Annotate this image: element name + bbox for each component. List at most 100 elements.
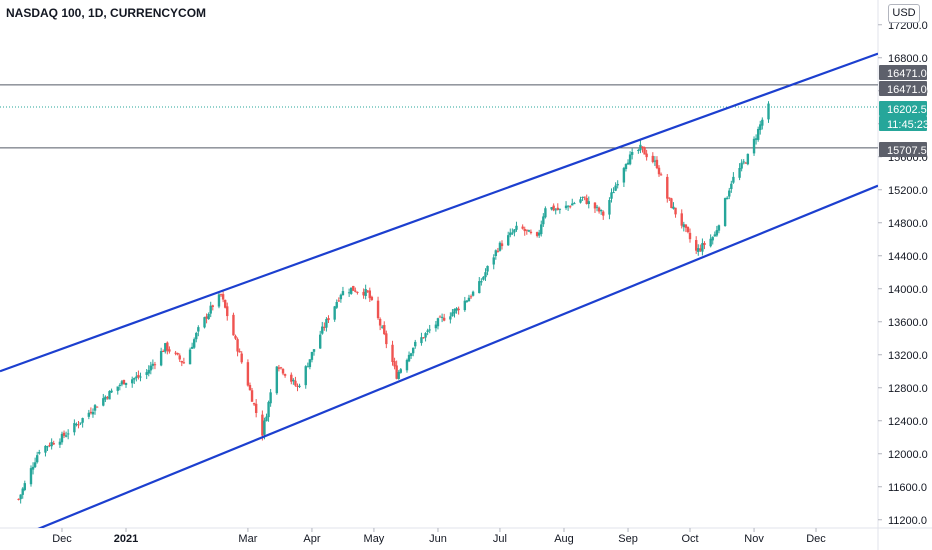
y-tick-label: 12400.0 <box>888 416 928 428</box>
candle-body <box>306 366 310 368</box>
candle-body <box>585 197 588 204</box>
candle-body <box>108 391 111 400</box>
candle-body <box>44 445 47 453</box>
candle-body <box>192 339 196 348</box>
candle-body <box>269 392 272 404</box>
candle-body <box>680 213 683 226</box>
candle-body <box>480 281 483 283</box>
candle-body <box>261 414 264 436</box>
x-tick-label: Jun <box>429 533 447 545</box>
y-tick-label: 14000.0 <box>888 284 928 296</box>
candle-body <box>471 291 475 296</box>
candle-body <box>180 361 183 363</box>
candle-body <box>327 318 330 321</box>
candle-body <box>527 230 531 232</box>
candle-body <box>298 385 301 387</box>
price-tag-label: 16471.0 <box>887 68 927 80</box>
candle-body <box>21 488 24 495</box>
candle-body <box>162 351 165 353</box>
candle-body <box>639 144 642 151</box>
candle-body <box>571 203 574 206</box>
candle-body <box>449 316 452 320</box>
currency-button[interactable]: USD <box>888 4 920 23</box>
candle-body <box>496 250 500 252</box>
candle-body <box>486 265 489 272</box>
candle-body <box>380 326 384 328</box>
y-tick-label: 15200.0 <box>888 185 928 197</box>
candle-body <box>352 285 355 291</box>
candle-body <box>226 306 229 317</box>
candle-body <box>236 339 239 352</box>
candle-body <box>761 119 764 126</box>
candle-body <box>399 369 402 373</box>
candle-body <box>325 319 328 328</box>
candle-body <box>168 349 171 352</box>
candle-body <box>354 290 357 292</box>
candle-body <box>104 396 107 400</box>
x-tick-label: Dec <box>52 533 72 545</box>
candle-body <box>339 294 343 300</box>
candle-body <box>246 362 250 386</box>
candle-body <box>335 302 338 308</box>
candle-body <box>238 351 241 353</box>
candle-body <box>89 411 93 414</box>
candle-body <box>73 423 76 433</box>
candle-body <box>62 432 66 436</box>
candle-body <box>110 390 113 393</box>
candle-body <box>628 154 632 165</box>
candle-body <box>395 365 398 379</box>
candle-body <box>622 168 626 183</box>
candle-body <box>573 203 576 205</box>
candle-body <box>135 376 138 379</box>
candle-body <box>626 162 630 165</box>
candle-body <box>684 224 688 228</box>
candle-body <box>610 192 613 199</box>
candle-body <box>77 424 80 426</box>
candle-body <box>595 206 599 208</box>
price-tag-countdown <box>879 116 927 131</box>
candle-body <box>484 272 487 278</box>
candle-body <box>666 176 669 199</box>
candle-body <box>442 317 446 321</box>
candle-body <box>581 196 584 198</box>
candle-body <box>645 153 648 158</box>
candle-body <box>234 335 237 339</box>
candle-body <box>250 390 254 402</box>
candle-body <box>465 300 469 302</box>
candle-body <box>58 441 62 445</box>
y-tick-label: 11200.0 <box>888 515 927 527</box>
candle-body <box>290 374 293 382</box>
candle-body <box>682 224 686 227</box>
candle-body <box>426 330 429 332</box>
candle-body <box>420 337 423 344</box>
candle-body <box>79 422 82 424</box>
x-tick-label: Apr <box>303 533 320 545</box>
candle-body <box>434 324 438 329</box>
x-tick-label: Dec <box>806 533 826 545</box>
candle-body <box>550 207 553 210</box>
candle-body <box>383 325 386 335</box>
candle-body <box>630 152 634 155</box>
candle-body <box>60 433 64 443</box>
candle-body <box>209 305 212 314</box>
candle-body <box>457 308 460 311</box>
candle-body <box>38 452 41 454</box>
candle-body <box>321 326 324 334</box>
x-tick-label: 2021 <box>114 533 138 545</box>
y-tick-label: 14800.0 <box>888 218 928 230</box>
candle-body <box>267 402 270 418</box>
candle-body <box>294 380 297 386</box>
candle-body <box>713 234 716 237</box>
candle-body <box>641 146 644 148</box>
candle-body <box>564 205 568 209</box>
candle-body <box>616 184 619 186</box>
candle-body <box>219 294 223 296</box>
candle-body <box>203 317 206 328</box>
candle-body <box>597 207 601 212</box>
candle-body <box>725 197 729 200</box>
candle-body <box>498 242 502 251</box>
candle-body <box>190 346 194 349</box>
price-tag-label: 16202.5 <box>887 104 927 116</box>
candle-body <box>310 351 314 360</box>
